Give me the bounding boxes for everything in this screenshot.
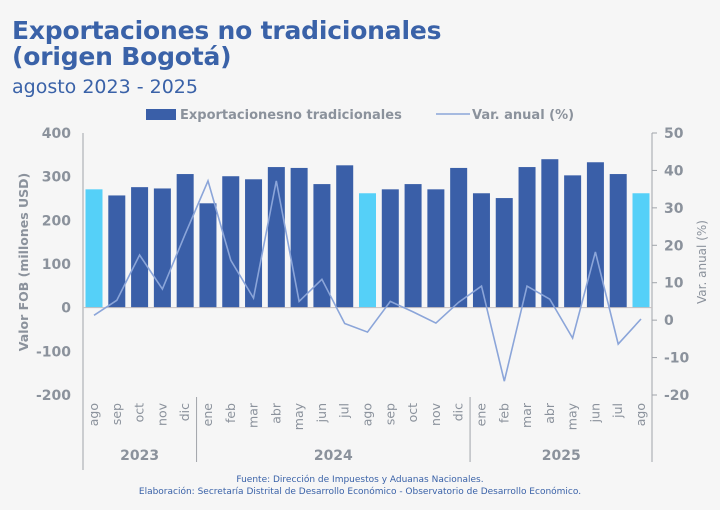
bar (427, 189, 445, 308)
chart-title-line2: (origen Bogotá) (12, 42, 232, 71)
x-tick-label: ago (360, 403, 375, 426)
y-axis-ticks: 400 300 200 100 0 -100 -200 (36, 126, 71, 404)
bar (108, 195, 126, 308)
axes (82, 133, 653, 470)
bar (450, 167, 468, 308)
y2-tick-label: 20 (664, 238, 684, 254)
bar (85, 189, 103, 308)
chart-title-line1: Exportaciones no tradicionales (12, 16, 442, 45)
y2-tick-label: 10 (664, 276, 684, 292)
x-tick-label: oct (132, 403, 147, 423)
bar (313, 184, 331, 308)
year-labels: 2023 2024 2025 (120, 397, 581, 464)
y-tick-label: 300 (42, 170, 71, 186)
year-label: 2024 (314, 448, 353, 464)
y2-tick-label: 0 (664, 313, 674, 329)
y2-tick-label: 40 (664, 163, 684, 179)
line-series (93, 178, 642, 382)
x-tick-label: dic (451, 403, 466, 421)
bar (472, 193, 490, 308)
y-tick-label: 100 (42, 257, 71, 273)
bar (541, 159, 559, 308)
x-tick-label: nov (428, 402, 443, 426)
x-tick-label: feb (496, 403, 511, 423)
bar (176, 174, 194, 308)
bar (290, 167, 308, 308)
bar (518, 167, 536, 308)
y-tick-label: -100 (36, 344, 71, 360)
x-tick-label: ago (86, 403, 101, 426)
x-tick-label: nov (154, 402, 169, 426)
footer-elaboration: Elaboración: Secretaría Distrital de Des… (138, 487, 582, 497)
x-tick-label: ago (633, 403, 648, 426)
chart-subtitle: agosto 2023 - 2025 (12, 76, 198, 98)
y2-tick-label: -20 (664, 388, 690, 404)
bar (222, 176, 240, 308)
legend-label-line: Var. anual (%) (472, 108, 574, 123)
x-tick-label: jul (337, 403, 352, 419)
x-tick-label: dic (177, 403, 192, 421)
legend: Exportacionesno tradicionales Var. anual… (146, 108, 574, 123)
y-tick-label: 400 (42, 126, 71, 142)
bar (632, 193, 650, 308)
y-tick-label: -200 (36, 388, 71, 404)
y2-axis-label: Var. anual (%) (695, 220, 709, 304)
bar (586, 162, 604, 308)
x-tick-label: may (291, 402, 306, 430)
x-tick-label: abr (268, 402, 283, 424)
bar (336, 165, 354, 308)
bar (359, 193, 376, 308)
y-axis-label: Valor FOB (millones USD) (16, 173, 31, 351)
bar (564, 175, 582, 308)
footer-source: Fuente: Dirección de Impuestos y Aduanas… (236, 475, 484, 485)
x-tick-label: may (565, 402, 580, 430)
bar (131, 187, 149, 308)
x-tick-label: ene (200, 403, 215, 427)
y2-tick-label: 30 (664, 201, 684, 217)
y-tick-label: 0 (61, 301, 71, 317)
bar (199, 203, 217, 308)
legend-swatch-bars (146, 109, 176, 120)
bar-series (85, 159, 650, 308)
y2-tick-label: -10 (664, 351, 690, 367)
y2-axis-ticks: 50 40 30 20 10 0 -10 -20 (652, 126, 690, 404)
bar (267, 167, 285, 308)
x-tick-label: sep (382, 403, 397, 425)
x-tick-label: mar (519, 402, 534, 428)
x-tick-label: jun (587, 403, 602, 423)
bar (609, 174, 627, 308)
x-tick-label: oct (405, 403, 420, 423)
x-tick-label: ene (473, 403, 488, 427)
year-label: 2025 (542, 448, 581, 464)
y-tick-label: 200 (42, 213, 71, 229)
bar (381, 189, 399, 308)
bar (495, 198, 513, 308)
x-tick-label: jul (610, 403, 625, 419)
x-tick-label: mar (246, 402, 261, 428)
line-var-anual (93, 178, 642, 382)
x-axis-labels: ago sep oct nov dic ene feb mar abr may jun jul ago s… (86, 402, 648, 430)
bar (404, 184, 422, 308)
x-tick-label: feb (223, 403, 238, 423)
year-label: 2023 (120, 448, 159, 464)
chart-title: Exportaciones no tradicionales (origen B… (12, 18, 441, 70)
x-tick-label: sep (109, 403, 124, 425)
x-tick-label: jun (314, 403, 329, 423)
y2-tick-label: 50 (664, 126, 684, 142)
legend-label-bars: Exportacionesno tradicionales (180, 108, 402, 123)
x-tick-label: abr (542, 402, 557, 424)
